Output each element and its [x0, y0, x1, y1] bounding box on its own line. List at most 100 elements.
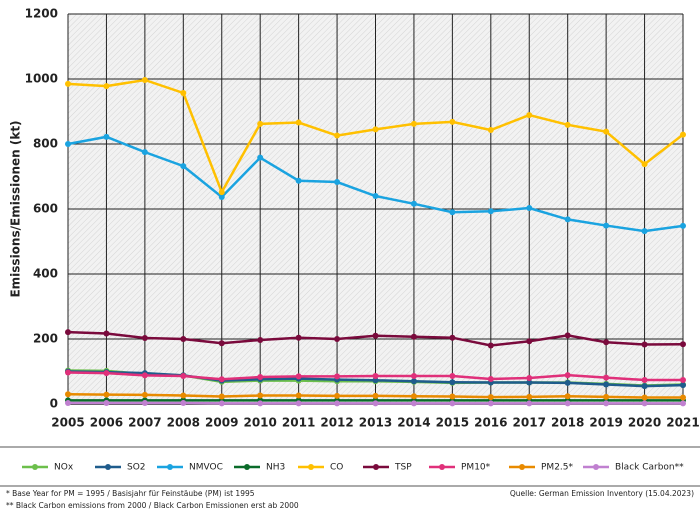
data-point	[373, 193, 379, 199]
data-point	[257, 393, 263, 399]
y-tick-label: 400	[33, 267, 58, 281]
data-point	[296, 400, 302, 406]
data-point	[642, 383, 648, 389]
data-point	[103, 392, 109, 398]
y-tick-label: 1000	[25, 72, 58, 86]
data-point	[603, 223, 609, 229]
legend-label: NOx	[54, 463, 74, 473]
data-point	[142, 400, 148, 406]
legend-swatch	[32, 464, 38, 470]
data-point	[65, 400, 71, 406]
data-point	[296, 120, 302, 126]
x-tick-label: 2012	[320, 416, 353, 430]
data-point	[219, 376, 225, 382]
x-tick-label: 2018	[551, 416, 584, 430]
y-axis-label: Emissions/Emissionen (kt)	[9, 120, 23, 297]
legend-label: NMVOC	[189, 463, 223, 473]
legend-label: TSP	[394, 463, 412, 473]
data-point	[680, 341, 686, 347]
data-point	[257, 337, 263, 343]
data-point	[373, 373, 379, 379]
data-point	[526, 375, 532, 381]
y-tick-label: 0	[50, 397, 58, 411]
legend-label: PM10*	[461, 463, 491, 473]
data-point	[642, 400, 648, 406]
data-point	[373, 333, 379, 339]
data-point	[411, 373, 417, 379]
data-point	[488, 343, 494, 349]
data-point	[642, 342, 648, 348]
data-point	[142, 77, 148, 83]
data-point	[142, 335, 148, 341]
data-point	[526, 338, 532, 344]
data-point	[219, 340, 225, 346]
legend-swatch	[167, 464, 173, 470]
data-point	[642, 395, 648, 401]
legend-swatch	[244, 464, 250, 470]
data-point	[334, 133, 340, 139]
data-point	[565, 400, 571, 406]
data-point	[180, 400, 186, 406]
x-tick-label: 2016	[474, 416, 507, 430]
data-point	[180, 373, 186, 379]
x-tick-label: 2006	[90, 416, 123, 430]
data-point	[180, 336, 186, 342]
data-point	[296, 178, 302, 184]
legend-label: SO2	[127, 463, 146, 473]
data-point	[565, 380, 571, 386]
data-point	[411, 121, 417, 127]
data-point	[680, 395, 686, 401]
data-point	[488, 394, 494, 400]
data-point	[296, 335, 302, 341]
data-point	[373, 393, 379, 399]
data-point	[603, 375, 609, 381]
x-tick-label: 2008	[167, 416, 200, 430]
data-point	[219, 394, 225, 400]
x-tick-label: 2007	[128, 416, 161, 430]
data-point	[603, 400, 609, 406]
data-point	[449, 119, 455, 125]
data-point	[103, 400, 109, 406]
data-point	[680, 223, 686, 229]
data-point	[334, 393, 340, 399]
data-point	[65, 329, 71, 335]
data-point	[334, 179, 340, 185]
data-point	[526, 205, 532, 211]
data-point	[449, 373, 455, 379]
data-point	[488, 208, 494, 214]
data-point	[526, 112, 532, 118]
data-point	[642, 161, 648, 167]
legend-swatch	[105, 464, 111, 470]
data-point	[488, 127, 494, 133]
data-point	[65, 81, 71, 87]
data-point	[603, 382, 609, 388]
legend-swatch	[373, 464, 379, 470]
data-point	[603, 339, 609, 345]
legend-label: NH3	[266, 463, 285, 473]
y-tick-label: 200	[33, 332, 58, 346]
data-point	[219, 400, 225, 406]
data-point	[680, 132, 686, 138]
data-point	[65, 369, 71, 375]
data-point	[180, 163, 186, 169]
data-point	[334, 373, 340, 379]
data-point	[565, 216, 571, 222]
data-point	[180, 90, 186, 96]
data-point	[257, 374, 263, 380]
legend-label: Black Carbon**	[615, 463, 684, 473]
x-tick-label: 2010	[243, 416, 276, 430]
data-point	[373, 126, 379, 132]
legend-swatch	[593, 464, 599, 470]
data-point	[642, 228, 648, 234]
x-tick-label: 2021	[666, 416, 699, 430]
data-point	[257, 155, 263, 161]
legend-label: CO	[330, 463, 343, 473]
data-point	[257, 400, 263, 406]
data-point	[449, 379, 455, 385]
footnote: ** Black Carbon emissions from 2000 / Bl…	[6, 501, 299, 510]
y-tick-label: 600	[33, 202, 58, 216]
legend-label: PM2.5*	[541, 463, 574, 473]
x-tick-label: 2019	[589, 416, 622, 430]
data-point	[411, 334, 417, 340]
legend-swatch	[439, 464, 445, 470]
